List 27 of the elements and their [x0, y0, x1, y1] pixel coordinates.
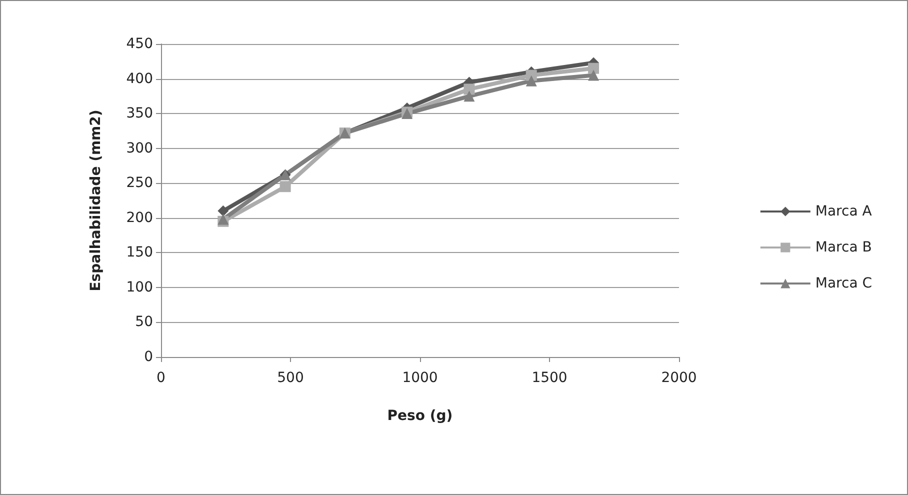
x-tick-label: 2000	[661, 370, 697, 386]
y-tick-label: 150	[126, 244, 153, 261]
y-tick-label: 350	[126, 106, 153, 122]
y-axis-title: Espalhabilidade (mm2)	[88, 110, 104, 292]
y-tick-label: 250	[126, 175, 153, 192]
point	[588, 62, 600, 74]
point	[588, 70, 600, 81]
legend-label: Marca B	[815, 240, 872, 256]
y-tick-label: 200	[126, 210, 153, 226]
x-tick-label: 500	[277, 370, 304, 386]
y-tick-label: 300	[126, 140, 153, 156]
y-tick-label: 400	[126, 70, 153, 87]
x-tick-label: 0	[156, 370, 166, 386]
y-tick-label: 50	[135, 314, 153, 330]
legend-label: Marca A	[815, 204, 872, 220]
point	[526, 75, 537, 86]
point	[464, 84, 475, 95]
x-tick-label: 1500	[532, 370, 568, 386]
point	[218, 205, 229, 216]
y-tick-label: 0	[144, 349, 153, 365]
y-tick-label: 450	[126, 36, 153, 52]
point	[280, 181, 291, 192]
x-axis-title: Peso (g)	[387, 408, 453, 424]
y-tick-label: 100	[126, 279, 153, 296]
legend-label: Marca C	[815, 276, 872, 292]
x-tick-label: 1000	[402, 370, 438, 386]
point	[464, 90, 475, 102]
